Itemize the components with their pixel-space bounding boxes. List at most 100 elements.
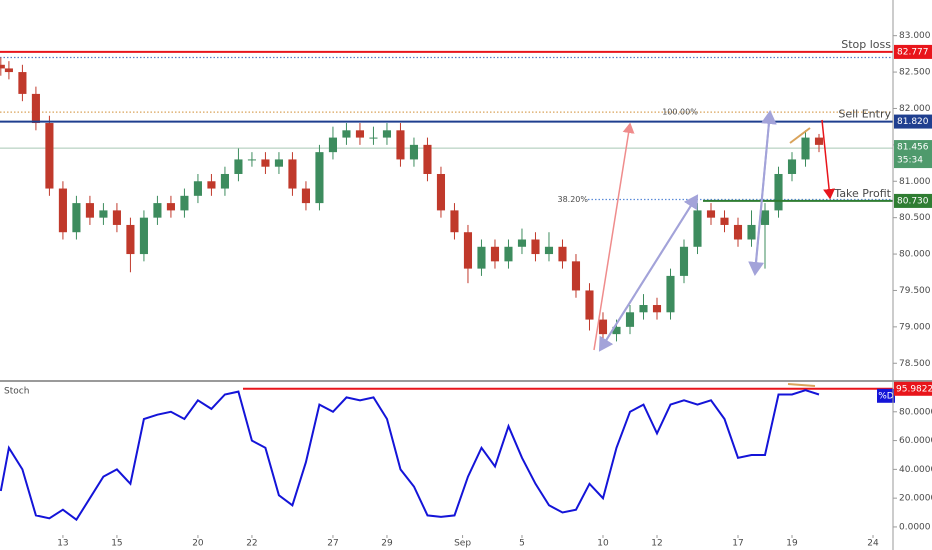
x-tick-label: 22 bbox=[246, 539, 257, 549]
y-tick-label: 80.000 bbox=[899, 250, 931, 260]
x-tick-label: 10 bbox=[597, 539, 609, 549]
candle-body bbox=[112, 210, 121, 225]
candle-body bbox=[585, 290, 594, 320]
level-value-box bbox=[894, 44, 932, 59]
candle-body bbox=[720, 217, 729, 225]
candle-body bbox=[288, 159, 297, 189]
candle-body bbox=[261, 159, 270, 167]
candle-body bbox=[733, 224, 743, 240]
candle-body bbox=[382, 130, 392, 138]
candle-body bbox=[126, 224, 135, 255]
candle-body bbox=[153, 203, 162, 218]
current-price: 81.456 bbox=[897, 143, 929, 153]
candle-body bbox=[4, 68, 13, 73]
threshold-value: 95.9822 bbox=[896, 384, 932, 394]
y-tick-label: 82.000 bbox=[899, 104, 931, 114]
candle-body bbox=[166, 203, 175, 211]
y-tick-label: 20.0000 bbox=[899, 494, 932, 504]
candle-body bbox=[234, 159, 243, 174]
legend-box bbox=[877, 388, 895, 403]
candle-body bbox=[139, 217, 148, 255]
candle-body bbox=[787, 159, 797, 174]
candle-body bbox=[612, 326, 621, 335]
level-name: Sell Entry bbox=[838, 108, 891, 121]
candle-body bbox=[693, 210, 702, 247]
candle-body bbox=[517, 239, 527, 247]
candle-body bbox=[625, 312, 635, 327]
candle-body bbox=[355, 130, 365, 138]
x-tick-label: 19 bbox=[786, 539, 798, 549]
level-value: 81.820 bbox=[897, 117, 929, 127]
candle-body bbox=[58, 188, 67, 233]
x-tick-label: 13 bbox=[57, 539, 68, 549]
candle-body bbox=[247, 159, 256, 161]
candle-body bbox=[544, 246, 554, 255]
candle-body bbox=[666, 275, 675, 313]
level-value: 82.777 bbox=[897, 47, 929, 57]
y-tick-label: 79.500 bbox=[899, 286, 931, 296]
candle-body bbox=[180, 195, 189, 211]
candle-body bbox=[369, 137, 378, 139]
stoch-line bbox=[0, 389, 820, 522]
y-tick-label: 83.000 bbox=[899, 31, 931, 41]
x-tick-label: 27 bbox=[327, 539, 338, 549]
y-tick-label: 60.0000 bbox=[899, 436, 932, 446]
divergence-line bbox=[789, 127, 811, 144]
y-tick-label: 82.500 bbox=[899, 68, 931, 78]
candle-body bbox=[477, 246, 486, 269]
candle-body bbox=[639, 305, 648, 313]
plot: 100.00% 38.20% Stop loss Sell Entry Take Pro… bbox=[0, 38, 895, 522]
candle-body bbox=[760, 210, 770, 225]
candle-body bbox=[450, 210, 459, 233]
projection-arrow bbox=[593, 122, 635, 351]
y-tick-label: 0.0000 bbox=[899, 522, 931, 532]
x-tick-label: 5 bbox=[519, 539, 525, 549]
x-tick-label: 24 bbox=[867, 539, 879, 549]
candle-body bbox=[436, 173, 446, 211]
candle-body bbox=[490, 246, 500, 262]
level-value-box bbox=[894, 193, 932, 208]
candle-body bbox=[0, 64, 5, 69]
swing-arrow bbox=[599, 194, 699, 351]
level-name: Take Profit bbox=[833, 187, 891, 200]
y-tick-label: 78.500 bbox=[899, 359, 931, 369]
y-tick-label: 79.000 bbox=[899, 322, 931, 332]
candle-body bbox=[193, 181, 202, 196]
candle-body bbox=[31, 93, 40, 124]
target-arrow bbox=[821, 119, 836, 200]
x-tick-label: 20 bbox=[192, 539, 204, 549]
level-value: 80.730 bbox=[897, 196, 929, 206]
y-tick-label: 80.500 bbox=[899, 213, 931, 223]
candle-body bbox=[706, 210, 716, 218]
x-tick-label: 29 bbox=[381, 539, 393, 549]
divergence-line bbox=[787, 383, 816, 387]
x-tick-label: 15 bbox=[111, 539, 122, 549]
candle-body bbox=[558, 246, 567, 262]
candle-body bbox=[99, 210, 108, 218]
candle-body bbox=[504, 246, 513, 262]
candle-body bbox=[301, 188, 310, 204]
candle-body bbox=[85, 203, 94, 218]
current-price-box bbox=[894, 140, 932, 169]
candle-body bbox=[315, 152, 324, 204]
candle-body bbox=[679, 246, 689, 276]
candle-body bbox=[220, 173, 229, 189]
candle-body bbox=[72, 203, 81, 233]
candle-body bbox=[328, 137, 338, 153]
candle-body bbox=[801, 137, 810, 160]
threshold-box bbox=[894, 381, 932, 396]
y-tick-label: 80.0000 bbox=[899, 407, 932, 417]
candle-body bbox=[274, 159, 283, 167]
fib-label: 38.20% bbox=[557, 195, 588, 204]
countdown: 35:34 bbox=[897, 156, 923, 166]
candle-body bbox=[207, 181, 216, 189]
candle-body bbox=[409, 144, 419, 160]
level-name: Stop loss bbox=[841, 38, 891, 51]
y-tick-label: 40.0000 bbox=[899, 465, 932, 475]
x-tick-label: 17 bbox=[732, 539, 743, 549]
indicator-title: Stoch bbox=[4, 387, 29, 397]
candle-body bbox=[45, 123, 54, 189]
level-value-box bbox=[894, 114, 932, 129]
